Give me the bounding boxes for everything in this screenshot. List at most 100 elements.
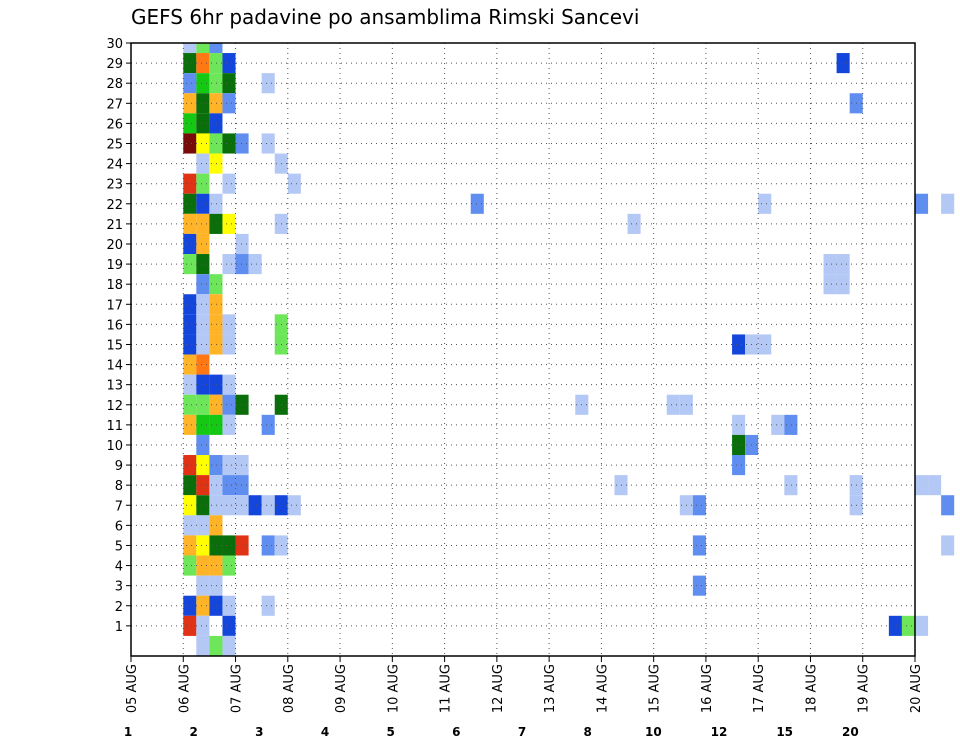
plot-frame — [130, 42, 916, 657]
y-tick-label: 6 — [115, 519, 123, 534]
x-tick-label: 15 AUG — [648, 664, 663, 713]
heatmap-cell — [209, 575, 223, 596]
y-tick-label: 10 — [106, 439, 123, 454]
heatmap-cell — [248, 495, 262, 516]
heatmap-cell — [196, 254, 210, 275]
y-tick-label: 22 — [106, 198, 123, 213]
y-tick-label: 21 — [106, 218, 123, 233]
heatmap-cell — [196, 73, 210, 94]
x-tick-label: 14 AUG — [595, 664, 610, 713]
heatmap-cell — [183, 455, 197, 476]
y-tick-label: 1 — [115, 620, 123, 635]
heatmap-cell — [235, 535, 249, 556]
heatmap-cell — [183, 595, 197, 616]
heatmap-cell — [222, 53, 236, 74]
heatmap-cell — [196, 535, 210, 556]
heatmap-cell — [209, 73, 223, 94]
heatmap-cell — [941, 495, 955, 516]
heatmap-cell — [222, 475, 236, 496]
colorbar-label: 10 — [645, 725, 662, 739]
heatmap-cell — [183, 193, 197, 214]
heatmap-cell — [209, 334, 223, 355]
heatmap-cell — [928, 475, 942, 496]
heatmap-cell — [196, 294, 210, 315]
heatmap-cell — [183, 113, 197, 134]
heatmap-cell — [836, 274, 850, 295]
y-tick-label: 24 — [106, 158, 123, 173]
colorbar-label: 7 — [518, 725, 526, 739]
y-tick-label: 30 — [106, 37, 123, 52]
heatmap-cell — [771, 414, 785, 435]
heatmap-cell — [183, 515, 197, 536]
colorbar-label: 20 — [842, 725, 859, 739]
heatmap-cell — [209, 274, 223, 295]
heatmap-cell — [222, 93, 236, 114]
x-tick-label: 11 AUG — [439, 664, 454, 713]
heatmap-cell — [183, 535, 197, 556]
heatmap-cell — [196, 233, 210, 255]
y-tick-label: 18 — [106, 278, 123, 293]
y-tick-label: 5 — [115, 539, 123, 554]
x-axis: 05 AUG 06 AUG 07 AUG 08 AUG 09 AUG 10 AUG 11 A… — [125, 656, 924, 713]
y-tick-label: 14 — [106, 359, 123, 374]
heatmap-cell — [732, 334, 746, 355]
heatmap-cell — [222, 535, 236, 556]
heatmap-cell — [222, 254, 236, 275]
y-tick-label: 26 — [106, 117, 123, 132]
heatmap-cell — [196, 475, 210, 496]
heatmap-cell — [222, 73, 236, 94]
heatmap-cell — [235, 455, 249, 476]
heatmap-cell — [209, 113, 223, 134]
heatmap-cell — [196, 515, 210, 536]
heatmap-cell — [248, 254, 262, 275]
heatmap-cell — [732, 434, 746, 456]
heatmap-cell — [196, 575, 210, 596]
y-tick-label: 16 — [106, 318, 123, 333]
colorbar-label: 15 — [776, 725, 793, 739]
heatmap-cell — [261, 133, 275, 154]
heatmap-cell — [209, 595, 223, 616]
heatmap-cell — [666, 394, 680, 415]
heatmap-cell — [209, 294, 223, 315]
heatmap-cell — [901, 615, 915, 636]
heatmap-cell — [196, 334, 210, 355]
y-tick-label: 29 — [106, 57, 123, 72]
heatmap-cell — [287, 173, 301, 194]
heatmap-cell — [196, 193, 210, 214]
heatmap-cell — [196, 374, 210, 395]
y-tick-label: 19 — [106, 258, 123, 273]
heatmap-cell — [196, 354, 210, 375]
y-tick-label: 15 — [106, 338, 123, 353]
heatmap-cell — [196, 113, 210, 134]
x-tick-label: 08 AUG — [282, 664, 297, 713]
heatmap-cell — [470, 193, 484, 214]
heatmap-cell — [209, 314, 223, 335]
heatmap-cell — [209, 43, 223, 54]
heatmap-cell — [196, 133, 210, 154]
heatmap-cell — [222, 495, 236, 516]
heatmap-cell — [196, 153, 210, 174]
heatmap-cell — [196, 213, 210, 234]
y-tick-label: 28 — [106, 77, 123, 92]
heatmap-cell — [196, 615, 210, 636]
heatmap-cell — [196, 635, 210, 656]
colorbar-label: 2 — [189, 725, 197, 739]
heatmap-cell — [196, 434, 210, 456]
heatmap-cell — [222, 455, 236, 476]
heatmap-cell — [784, 414, 798, 435]
heatmap-cell — [209, 495, 223, 516]
x-tick-label: 16 AUG — [700, 664, 715, 713]
y-tick-label: 8 — [115, 479, 123, 494]
heatmap-cell — [261, 414, 275, 435]
heatmap-cell — [196, 495, 210, 516]
heatmap-cell — [209, 193, 223, 214]
y-tick-label: 2 — [115, 600, 123, 615]
heatmap-cell — [836, 53, 850, 74]
heatmap-cell — [209, 635, 223, 656]
heatmap-cell — [183, 394, 197, 415]
heatmap-cell — [183, 354, 197, 375]
heatmap-cell — [183, 334, 197, 355]
heatmap-cell — [183, 294, 197, 315]
heatmap-cell — [196, 93, 210, 114]
